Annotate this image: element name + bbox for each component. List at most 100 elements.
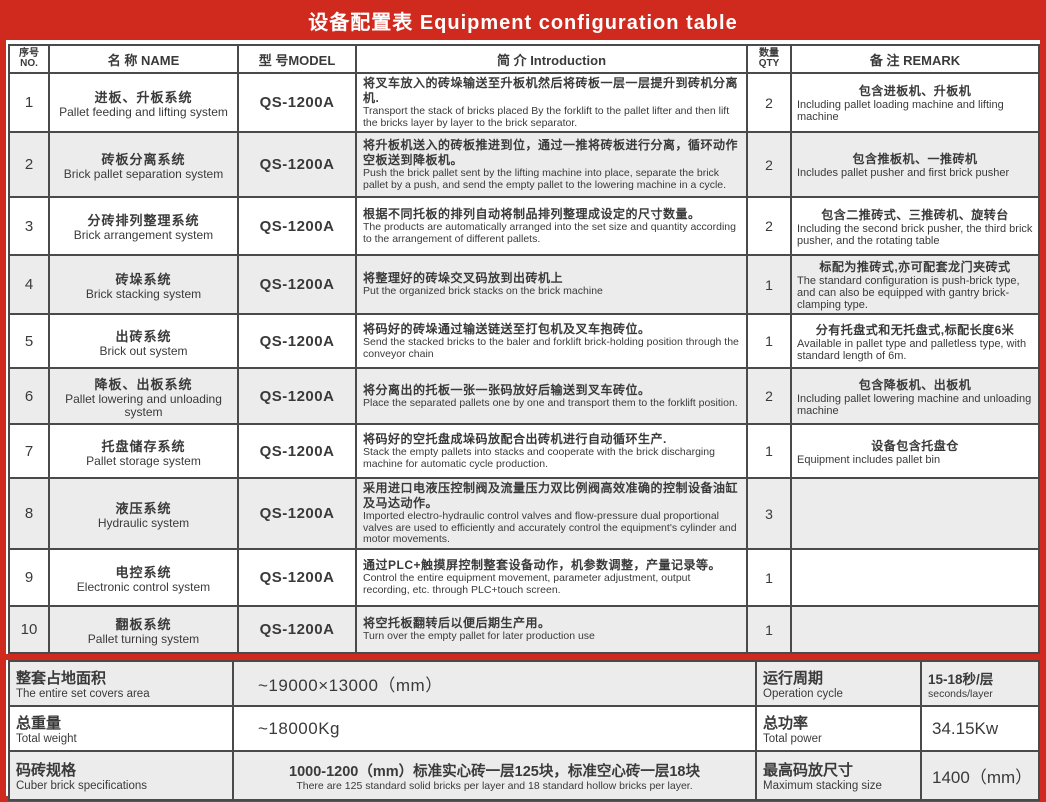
row-intro-cn: 将码好的砖垛通过输送链送至打包机及叉车抱砖位。 [363, 322, 651, 337]
row-remark: 设备包含托盘仓 Equipment includes pallet bin [790, 423, 1040, 480]
row-model: QS-1200A [237, 71, 357, 134]
row-no: 6 [8, 367, 50, 426]
row-model: QS-1200A [237, 131, 357, 199]
col-header-qty: 数量 QTY [746, 44, 792, 74]
summary-value-power: 34.15Kw [920, 705, 1040, 753]
row-qty: 2 [746, 71, 792, 134]
row-remark: 分有托盘式和无托盘式,标配长度6米 Available in pallet ty… [790, 313, 1040, 370]
row-qty: 1 [746, 548, 792, 608]
summary-value-stacking: 1400（mm） [920, 750, 1040, 802]
row-remark-cn: 设备包含托盘仓 [871, 438, 959, 453]
row-intro-cn: 将分离出的托板一张一张码放好后输送到叉车砖位。 [363, 383, 651, 398]
summary-row-specs: 码砖规格 Cuber brick specifications 1000-120… [8, 750, 1040, 802]
row-intro: 根据不同托板的排列自动将制品排列整理成设定的尺寸数量。 The products… [355, 196, 748, 257]
row-intro: 通过PLC+触摸屏控制整套设备动作，机参数调整，产量记录等。 Control t… [355, 548, 748, 608]
col-header-no: 序号 NO. [8, 44, 50, 74]
equipment-row: 4 砖垛系统 Brick stacking system QS-1200A 将整… [8, 254, 1040, 316]
row-intro: 将叉车放入的砖垛输送至升板机然后将砖板一层一层提升到砖机分离机. Transpo… [355, 71, 748, 134]
row-qty: 3 [746, 477, 792, 551]
row-no: 7 [8, 423, 50, 480]
row-name: 电控系统 Electronic control system [48, 548, 239, 608]
summary-value-cycle: 15-18秒/层 seconds/layer [920, 660, 1040, 708]
row-remark-en: Including pallet loading machine and lif… [797, 98, 1004, 124]
row-model: QS-1200A [237, 254, 357, 316]
row-model: QS-1200A [237, 605, 357, 655]
row-intro: 将分离出的托板一张一张码放好后输送到叉车砖位。 Place the separa… [355, 367, 748, 426]
equipment-row: 1 进板、升板系统 Pallet feeding and lifting sys… [8, 71, 1040, 134]
row-no: 10 [8, 605, 50, 655]
summary-label-power: 总功率 Total power [755, 705, 922, 753]
row-remark-cn: 分有托盘式和无托盘式,标配长度6米 [815, 322, 1015, 337]
row-no: 3 [8, 196, 50, 257]
row-name: 出砖系统 Brick out system [48, 313, 239, 370]
row-qty: 1 [746, 313, 792, 370]
row-name-en: Pallet feeding and lifting system [59, 104, 228, 119]
summary-row-weight: 总重量 Total weight ~18000Kg 总功率 Total powe… [8, 705, 1040, 753]
equipment-row: 5 出砖系统 Brick out system QS-1200A 将码好的砖垛通… [8, 313, 1040, 370]
row-model: QS-1200A [237, 548, 357, 608]
row-name-cn: 液压系统 [115, 500, 172, 516]
row-name: 翻板系统 Pallet turning system [48, 605, 239, 655]
row-name-en: Pallet storage system [86, 453, 201, 468]
row-intro-cn: 将升板机送入的砖板推进到位，通过一推将砖板进行分离，循环动作空板送到降板机。 [363, 138, 739, 168]
row-intro-en: Transport the stack of bricks placed By … [363, 105, 730, 129]
row-intro-en: Push the brick pallet sent by the liftin… [363, 167, 727, 191]
row-qty: 1 [746, 254, 792, 316]
row-intro-cn: 将码好的空托盘成垛码放配合出砖机进行自动循环生产. [363, 432, 667, 447]
row-qty: 2 [746, 367, 792, 426]
row-name-en: Brick pallet separation system [63, 166, 224, 181]
row-remark: 包含推板机、一推砖机 Includes pallet pusher and fi… [790, 131, 1040, 199]
row-remark-en: Equipment includes pallet bin [797, 453, 941, 466]
row-model: QS-1200A [237, 313, 357, 370]
equipment-row: 7 托盘储存系统 Pallet storage system QS-1200A … [8, 423, 1040, 480]
row-remark-cn: 包含推板机、一推砖机 [852, 152, 978, 167]
row-remark-en: Including pallet lowering machine and un… [797, 392, 1032, 417]
col-header-name: 名 称 NAME [48, 44, 239, 74]
row-name-en: Pallet turning system [87, 631, 200, 646]
equipment-row: 6 降板、出板系统 Pallet lowering and unloading … [8, 367, 1040, 426]
row-name: 砖垛系统 Brick stacking system [48, 254, 239, 316]
row-remark: 标配为推砖式,亦可配套龙门夹砖式 The standard configurat… [790, 254, 1040, 316]
row-model: QS-1200A [237, 196, 357, 257]
row-intro: 将码好的砖垛通过输送链送至打包机及叉车抱砖位。 Send the stacked… [355, 313, 748, 370]
summary-label-weight: 总重量 Total weight [8, 705, 234, 753]
row-intro: 将空托板翻转后以便后期生产用。 Turn over the empty pall… [355, 605, 748, 655]
row-intro-cn: 将整理好的砖垛交叉码放到出砖机上 [363, 271, 564, 286]
row-remark [790, 548, 1040, 608]
row-remark-en: The standard configuration is push-brick… [797, 275, 1020, 312]
row-model: QS-1200A [237, 423, 357, 480]
row-name-cn: 分砖排列整理系统 [87, 213, 200, 229]
table-header: 序号 NO. 名 称 NAME 型 号MODEL 简 介 Introductio… [8, 44, 1040, 74]
row-name: 降板、出板系统 Pallet lowering and unloading sy… [48, 367, 239, 426]
row-no: 8 [8, 477, 50, 551]
row-name-cn: 进板、升板系统 [94, 89, 193, 105]
row-name-en: Brick arrangement system [73, 228, 214, 243]
row-remark: 包含二推砖式、三推砖机、旋转台 Including the second bri… [790, 196, 1040, 257]
row-remark: 包含降板机、出板机 Including pallet lowering mach… [790, 367, 1040, 426]
row-name-en: Hydraulic system [97, 515, 190, 530]
row-model: QS-1200A [237, 367, 357, 426]
row-remark-en: Including the second brick pusher, the t… [797, 222, 1033, 247]
row-intro-en: Control the entire equipment movement, p… [363, 572, 691, 597]
row-name-cn: 砖板分离系统 [101, 151, 186, 167]
page-title: 设备配置表 Equipment configuration table [6, 6, 1040, 40]
row-intro-en: Put the organized brick stacks on the br… [363, 285, 603, 298]
equipment-row: 3 分砖排列整理系统 Brick arrangement system QS-1… [8, 196, 1040, 257]
section-divider [6, 654, 1040, 661]
row-intro-cn: 根据不同托板的排列自动将制品排列整理成设定的尺寸数量。 [363, 207, 701, 222]
col-header-remark: 备 注 REMARK [790, 44, 1040, 74]
row-intro-cn: 将空托板翻转后以便后期生产用。 [363, 616, 551, 631]
row-no: 2 [8, 131, 50, 199]
row-intro-cn: 将叉车放入的砖垛输送至升板机然后将砖板一层一层提升到砖机分离机. [363, 76, 739, 105]
row-name-cn: 电控系统 [115, 564, 172, 580]
summary-label-cycle: 运行周期 Operation cycle [755, 660, 922, 708]
row-no: 5 [8, 313, 50, 370]
row-intro-en: Turn over the empty pallet for later pro… [363, 630, 595, 643]
row-qty: 1 [746, 605, 792, 655]
row-name-en: Brick out system [99, 343, 188, 358]
row-name-en: Electronic control system [76, 579, 211, 594]
row-remark [790, 477, 1040, 551]
col-header-model: 型 号MODEL [237, 44, 357, 74]
row-remark-en: Available in pallet type and palletless … [797, 337, 1027, 362]
equipment-row: 9 电控系统 Electronic control system QS-1200… [8, 548, 1040, 608]
